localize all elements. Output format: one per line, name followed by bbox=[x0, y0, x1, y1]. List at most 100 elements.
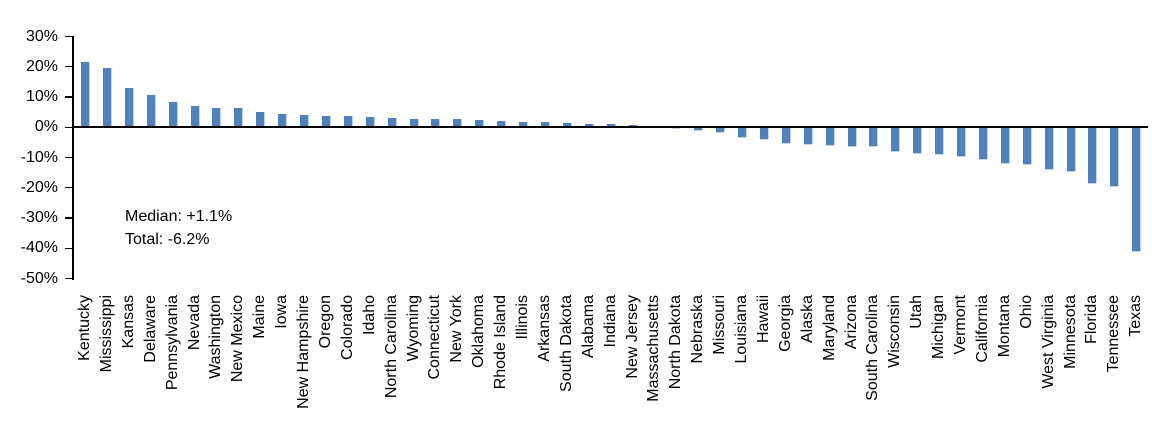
y-tick-label: -50% bbox=[20, 269, 58, 287]
bar bbox=[1000, 127, 1009, 164]
x-category-label: Utah bbox=[908, 295, 926, 329]
bar bbox=[716, 127, 725, 132]
x-category-label: South Dakota bbox=[557, 295, 575, 392]
y-tick bbox=[65, 35, 73, 38]
x-category-label: Delaware bbox=[141, 295, 159, 363]
x-category-label: Illinois bbox=[514, 295, 531, 340]
x-category-label: Georgia bbox=[776, 295, 794, 352]
bar bbox=[212, 107, 221, 128]
bar bbox=[1066, 127, 1075, 172]
x-category-label: Idaho bbox=[360, 295, 378, 336]
x-category-label: New Mexico bbox=[229, 295, 247, 383]
bar bbox=[168, 101, 177, 128]
bar bbox=[234, 108, 243, 128]
bar bbox=[1044, 127, 1053, 170]
x-category-label: New Jersey bbox=[623, 295, 641, 379]
x-category-label: Connecticut bbox=[426, 295, 444, 380]
y-tick bbox=[65, 187, 73, 189]
x-category-label: California bbox=[973, 295, 991, 363]
x-category-label: Oklahoma bbox=[470, 295, 488, 368]
x-category-label: New York bbox=[448, 295, 466, 363]
bar bbox=[694, 127, 703, 130]
y-tick-label: 10% bbox=[25, 88, 58, 106]
x-category-label: Mississippi bbox=[97, 295, 115, 373]
x-category-label: Kansas bbox=[119, 295, 137, 349]
bar bbox=[606, 123, 615, 128]
x-category-label: Washington bbox=[207, 295, 225, 379]
bar bbox=[146, 95, 155, 128]
x-category-label: Rhode Island bbox=[492, 295, 510, 390]
x-category-label: Iowa bbox=[273, 295, 291, 329]
y-tick-label: 0% bbox=[34, 118, 58, 136]
bar bbox=[1132, 127, 1141, 252]
y-axis-line bbox=[72, 36, 74, 280]
y-tick-label: -20% bbox=[20, 178, 58, 196]
bar bbox=[256, 111, 265, 128]
bar bbox=[584, 123, 593, 128]
x-category-label: North Dakota bbox=[667, 295, 685, 390]
x-category-label: Alaska bbox=[798, 295, 816, 344]
bar bbox=[475, 119, 484, 128]
x-category-label: North Carolina bbox=[382, 295, 400, 399]
y-tick-label: -10% bbox=[20, 148, 58, 166]
bar bbox=[300, 114, 308, 128]
bar bbox=[628, 125, 637, 128]
y-tick bbox=[65, 277, 73, 280]
bar bbox=[869, 127, 878, 147]
x-category-label: Colorado bbox=[338, 295, 356, 360]
x-category-label: Minnesota bbox=[1061, 295, 1079, 369]
bar bbox=[343, 116, 352, 128]
bar bbox=[321, 115, 330, 128]
x-category-label: Florida bbox=[1083, 295, 1101, 344]
bar bbox=[540, 122, 549, 128]
bar bbox=[759, 127, 768, 140]
bar bbox=[957, 127, 965, 157]
bar bbox=[387, 117, 396, 128]
y-tick-label: 30% bbox=[25, 27, 58, 45]
x-category-label: Nevada bbox=[185, 295, 203, 351]
bar bbox=[1088, 127, 1097, 183]
bar bbox=[497, 120, 506, 128]
y-tick bbox=[65, 66, 73, 68]
x-category-label: Montana bbox=[995, 295, 1013, 358]
x-category-label: Nebraska bbox=[689, 295, 707, 364]
bar bbox=[453, 119, 462, 128]
bar bbox=[409, 118, 418, 128]
bar bbox=[1022, 127, 1031, 165]
bar bbox=[562, 122, 571, 128]
bar bbox=[431, 118, 440, 128]
x-category-label: Maine bbox=[251, 295, 269, 339]
bar bbox=[278, 113, 287, 128]
x-category-label: Michigan bbox=[930, 295, 948, 360]
y-tick bbox=[65, 156, 73, 159]
x-category-label: Oregon bbox=[316, 295, 334, 349]
bar bbox=[803, 127, 812, 144]
bar bbox=[847, 127, 856, 146]
median-label: Median: +1.1% bbox=[125, 208, 233, 225]
x-category-label: West Virginia bbox=[1039, 295, 1057, 389]
y-tick-label: -40% bbox=[20, 239, 58, 257]
y-tick bbox=[65, 96, 73, 98]
x-category-label: Alabama bbox=[579, 295, 597, 359]
x-category-label: Arkansas bbox=[535, 295, 553, 362]
x-category-label: Maryland bbox=[820, 295, 838, 361]
bar bbox=[1110, 127, 1119, 187]
total-label: Total: -6.2% bbox=[125, 231, 210, 248]
x-category-label: Missouri bbox=[711, 295, 729, 355]
y-tick bbox=[65, 217, 73, 219]
x-category-label: Ohio bbox=[1017, 295, 1035, 329]
bar bbox=[190, 105, 199, 128]
x-category-label: Texas bbox=[1127, 295, 1145, 337]
y-tick-label: -30% bbox=[20, 209, 58, 227]
bar bbox=[978, 127, 987, 160]
x-category-label: Pennsylvania bbox=[163, 295, 181, 391]
bar bbox=[365, 117, 374, 128]
x-category-label: Arizona bbox=[842, 295, 860, 350]
x-category-label: Massachusetts bbox=[645, 295, 663, 402]
bar bbox=[935, 127, 944, 154]
median-total-annotation: Median: +1.1% Total: -6.2% bbox=[125, 205, 232, 251]
bar bbox=[738, 127, 746, 137]
x-category-label: Vermont bbox=[952, 295, 969, 355]
y-tick bbox=[65, 247, 73, 249]
